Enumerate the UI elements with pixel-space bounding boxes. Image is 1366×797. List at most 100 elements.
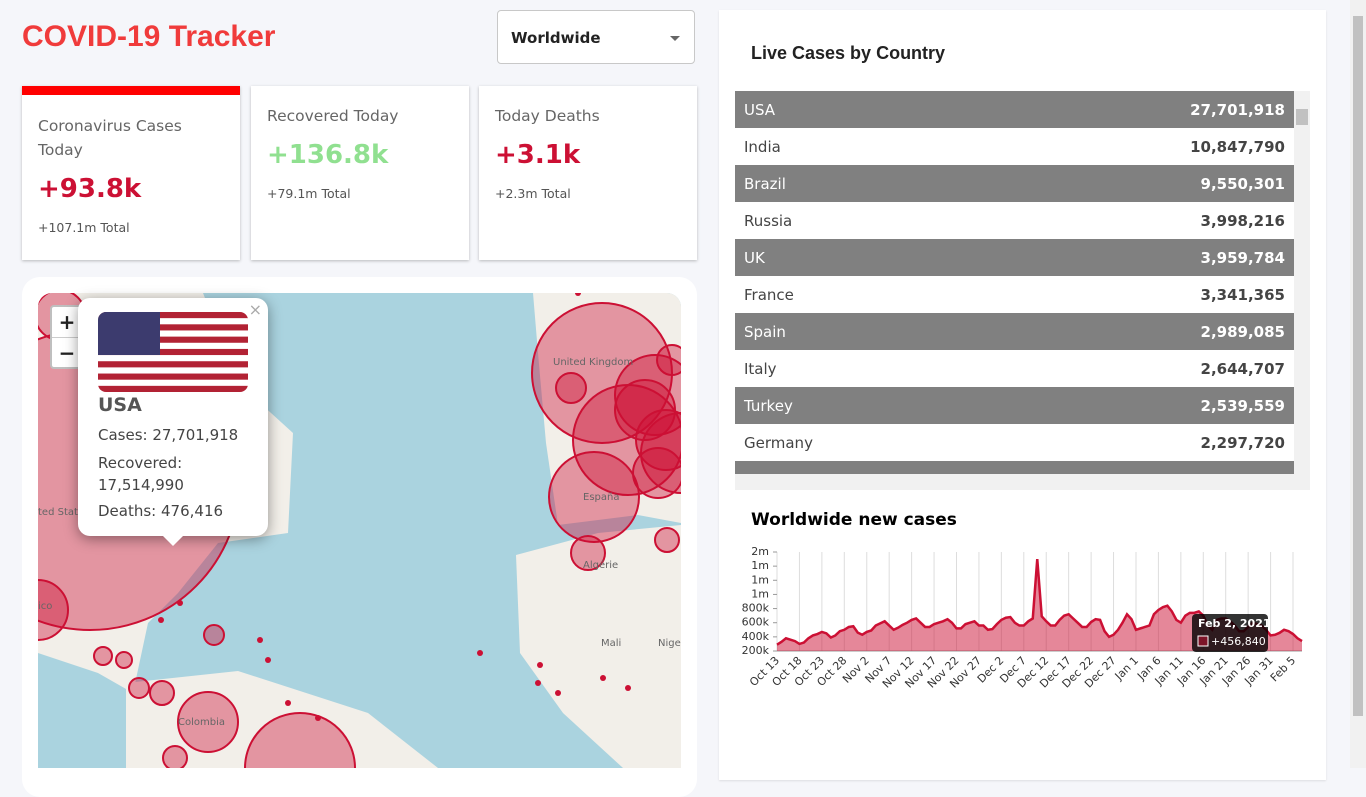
case-dot [575, 293, 581, 296]
country-cases: 27,701,918 [1190, 100, 1285, 119]
flag-stripe [98, 330, 248, 337]
stat-title: Recovered Today [267, 107, 399, 125]
case-circle [531, 302, 673, 444]
country-name: Italy [744, 359, 777, 378]
table-row: Germany 2,297,720 [735, 424, 1294, 461]
flag [98, 312, 248, 392]
table-scrollbar[interactable] [1294, 91, 1310, 474]
case-dot [285, 700, 291, 706]
case-circle [640, 412, 681, 494]
stat-value: +3.1k [495, 140, 581, 170]
stat-total: +107.1m Total [38, 220, 130, 235]
tooltip: Feb 2, 2021 +456,840 [1192, 614, 1271, 652]
flag-stripe [98, 342, 248, 350]
table-row: UK 3,959,784 [735, 239, 1294, 276]
table-row: Brazil 9,550,301 [735, 165, 1294, 202]
country-cases: 2,297,720 [1200, 433, 1285, 452]
case-circle [149, 680, 175, 706]
case-dot [477, 650, 483, 656]
zoom-in[interactable]: + [52, 307, 82, 338]
flag-stripe [98, 367, 248, 374]
country-name: Turkey [744, 396, 793, 415]
country-cases: 3,341,365 [1200, 285, 1285, 304]
y-tick-label: 400k [742, 630, 770, 643]
flag-stripe [98, 373, 248, 380]
stat-total: +2.3m Total [495, 186, 571, 201]
y-tick-label: 200k [742, 644, 770, 657]
stat-title: Coronavirus Cases Today [38, 117, 182, 159]
app-title: COVID-19 Tracker [22, 20, 276, 53]
case-circle [656, 344, 681, 376]
country-table: USA 27,701,918 India 10,847,790 Brazil 9,550,… [735, 91, 1294, 474]
country-name: Spain [744, 322, 786, 341]
case-circle [635, 409, 681, 471]
chart-title: Worldwide new cases [751, 510, 957, 530]
case-dot [158, 617, 164, 623]
table-hscrollbar[interactable] [735, 474, 1310, 490]
map-label: Algérie [583, 559, 618, 571]
tooltip-swatch [1197, 635, 1209, 647]
case-dot [600, 675, 606, 681]
case-circle [570, 535, 606, 571]
stat-card[interactable]: Coronavirus Cases Today +93.8k +107.1m T… [22, 86, 240, 260]
map-label: Mali [601, 638, 621, 649]
country-cases: 10,847,790 [1190, 137, 1285, 156]
case-dot [535, 680, 541, 686]
country-name: India [744, 137, 781, 156]
country-name: Russia [744, 211, 793, 230]
case-circle [614, 379, 676, 441]
map-popup: × USA Cases: 27,701,918 Recovered: 17,51… [78, 298, 268, 546]
case-circle [555, 372, 587, 404]
land [516, 525, 681, 768]
popup-deaths: Deaths: 476,416 [98, 502, 224, 520]
y-tick-label: 600k [742, 616, 770, 629]
table-row: Italy 2,644,707 [735, 350, 1294, 387]
y-tick-label: 2m [751, 545, 769, 558]
country-cases: 2,539,559 [1200, 396, 1285, 415]
x-tick-label: Feb 5 [1268, 654, 1298, 684]
popup-close[interactable]: × [248, 300, 262, 319]
scroll-thumb[interactable] [1296, 109, 1308, 125]
flag-stripe [98, 385, 248, 392]
case-circle [115, 651, 133, 669]
table-row: Spain 2,989,085 [735, 313, 1294, 350]
case-dot [625, 685, 631, 691]
case-dot [555, 690, 561, 696]
flag-stripe [98, 336, 248, 344]
y-tick-label: 800k [742, 602, 770, 615]
x-tick-label: Jan 1 [1112, 654, 1141, 683]
case-circle [203, 624, 225, 646]
flag-canton [98, 312, 160, 355]
case-circle [177, 691, 239, 753]
table-row: Turkey 2,539,559 [735, 387, 1294, 424]
land [126, 671, 438, 768]
flag-stripe [98, 361, 248, 368]
map-label: United Kingdom [553, 357, 633, 368]
country-select[interactable]: Worldwide [497, 10, 695, 64]
table-row: France 3,341,365 [735, 276, 1294, 313]
country-cases: 9,550,301 [1200, 174, 1285, 193]
table-row [735, 461, 1294, 474]
map-label: Colombia [178, 717, 225, 728]
case-dot [257, 637, 263, 643]
select-arrow [670, 36, 680, 41]
table-row: USA 27,701,918 [735, 91, 1294, 128]
stat-card[interactable]: Today Deaths +3.1k +2.3m Total [479, 86, 697, 260]
popup-cases: Cases: 27,701,918 [98, 426, 239, 444]
page-scrollbar[interactable] [1350, 0, 1366, 768]
case-circle [614, 354, 681, 436]
stat-total: +79.1m Total [267, 186, 351, 201]
case-dot [177, 600, 183, 606]
table-row: India 10,847,790 [735, 128, 1294, 165]
case-circle [38, 579, 69, 641]
page-scroll-thumb[interactable] [1353, 16, 1363, 716]
case-circle [93, 646, 113, 666]
stat-card[interactable]: Recovered Today +136.8k +79.1m Total [251, 86, 469, 260]
case-dot [537, 662, 543, 668]
zoom-out[interactable]: − [58, 341, 76, 365]
case-circle [654, 527, 680, 553]
country-name: USA [744, 100, 776, 119]
flag-stripe [98, 318, 248, 325]
map-label: España [583, 492, 619, 503]
